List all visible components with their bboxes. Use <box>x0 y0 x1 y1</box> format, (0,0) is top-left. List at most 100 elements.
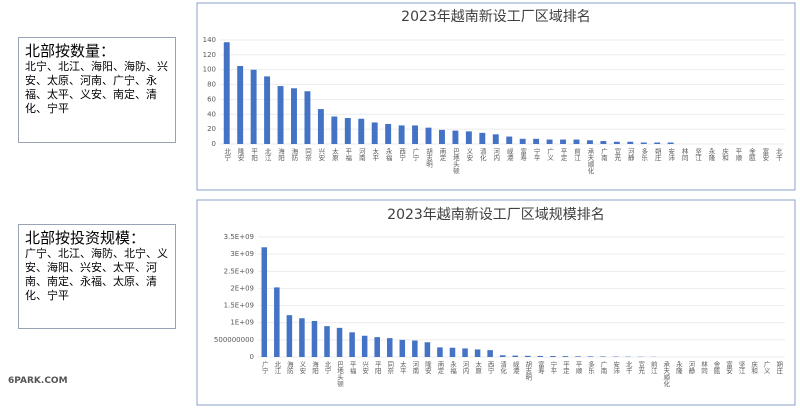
x-tick-label: 永福 <box>448 360 456 376</box>
bar <box>336 327 343 357</box>
bar <box>261 247 268 357</box>
bar <box>550 356 556 357</box>
bar <box>277 86 284 144</box>
x-tick-label: 义安 <box>298 361 306 376</box>
y-tick-label: 0 <box>250 353 254 361</box>
bar <box>324 326 330 357</box>
x-tick-label: 庆和 <box>720 147 728 163</box>
bar <box>492 134 499 144</box>
chart-title: 2023年越南新设工厂区域规模排名 <box>387 207 605 223</box>
y-tick-label: 500000000 <box>214 336 254 344</box>
y-tick-label: 0 <box>212 140 216 148</box>
x-tick-label: 河内 <box>461 361 469 376</box>
watermark: 6PARK.COM <box>8 376 68 386</box>
x-tick-label: 岘港 <box>511 360 519 376</box>
y-tick-label: 100 <box>203 66 216 74</box>
x-tick-label: 宁平 <box>532 147 540 163</box>
x-tick-label: 胡志明 <box>425 147 433 169</box>
x-tick-label: 兴安 <box>317 147 325 163</box>
x-tick-label: 海阳 <box>310 360 318 376</box>
x-tick-label: 巴地头顿 <box>451 148 459 176</box>
x-tick-label: 巴地头顿 <box>336 361 344 389</box>
x-tick-label: 北宁 <box>323 361 331 375</box>
x-tick-label: 朔庄 <box>653 147 661 163</box>
x-tick-label: 永隆 <box>707 147 715 163</box>
x-tick-label: 隆安 <box>236 147 244 163</box>
note-text: 北宁、北江、海阳、海防、兴安、太原、河南、广宁、永福、太平、义安、南定、清化、宁… <box>25 60 168 115</box>
x-tick-label: 平顺 <box>574 361 582 376</box>
x-tick-label: 岘港 <box>505 147 513 163</box>
bar <box>286 315 293 357</box>
note-text: 广宁、北江、海防、北宁、义安、海阳、兴安、太平、河南、南定、永福、太原、清化、宁… <box>25 247 168 302</box>
x-tick-label: 朔庄 <box>775 360 783 376</box>
bar <box>506 136 513 144</box>
y-tick-label: 3.5E+09 <box>224 233 254 241</box>
note-title: 北部按数量： <box>25 42 116 60</box>
bar <box>519 138 526 144</box>
bar <box>425 127 432 144</box>
x-tick-label: 安沛 <box>612 360 620 376</box>
bar <box>499 355 506 357</box>
bar <box>437 347 443 357</box>
x-tick-label: 清化 <box>478 147 486 163</box>
x-tick-label: 北江 <box>273 361 281 375</box>
bar <box>399 339 406 357</box>
y-tick-label: 2E+09 <box>230 284 254 292</box>
bar <box>560 139 566 144</box>
y-tick-label: 20 <box>207 125 216 133</box>
bar <box>586 140 593 144</box>
x-tick-label: 北江 <box>263 148 271 162</box>
bar <box>465 131 472 144</box>
x-tick-label: 北宁 <box>223 148 231 162</box>
x-tick-label: 平福 <box>344 148 352 163</box>
x-tick-label: 西宁 <box>486 361 494 375</box>
x-tick-label: 平顺 <box>734 148 742 163</box>
x-tick-label: 北干 <box>774 148 782 163</box>
x-tick-label: 平阳 <box>373 361 381 376</box>
x-tick-label: 宣光 <box>613 147 621 163</box>
bar <box>654 142 661 144</box>
x-tick-label: 河南 <box>411 361 419 375</box>
x-tick-label: 庆和 <box>750 360 758 376</box>
y-tick-label: 40 <box>207 110 216 118</box>
x-tick-label: 安沛 <box>667 147 675 163</box>
x-tick-label: 兴安 <box>361 360 369 376</box>
x-tick-label: 永福 <box>384 147 392 163</box>
x-tick-label: 平阳 <box>250 148 258 163</box>
bar <box>479 132 486 144</box>
bar <box>640 142 647 144</box>
y-tick-label: 1E+09 <box>230 319 254 327</box>
y-tick-label: 2.5E+09 <box>224 267 254 275</box>
bar <box>264 76 271 144</box>
x-tick-label: 河静 <box>626 148 634 162</box>
x-tick-label: 海阳 <box>277 147 285 163</box>
bar <box>371 122 378 144</box>
x-tick-label: 永隆 <box>674 360 682 376</box>
x-tick-label: 北干 <box>624 361 632 376</box>
bar <box>449 347 456 357</box>
bar <box>600 141 607 144</box>
bar <box>291 88 297 144</box>
y-tick-label: 60 <box>207 95 216 103</box>
bar <box>317 109 324 144</box>
bar <box>575 356 581 357</box>
x-tick-label: 承天顺化 <box>662 360 670 389</box>
bar <box>274 287 280 357</box>
x-tick-label: 广南 <box>599 360 607 375</box>
bar <box>452 130 459 144</box>
x-tick-label: 坚江 <box>737 360 745 375</box>
bar <box>299 318 305 357</box>
x-tick-label: 广义 <box>762 360 770 374</box>
x-tick-label: 平福 <box>348 361 356 376</box>
chart-frame <box>196 2 796 191</box>
x-tick-label: 河南 <box>357 148 365 162</box>
bar <box>237 66 244 144</box>
bar <box>385 123 392 144</box>
x-tick-label: 前江 <box>572 147 580 162</box>
bar <box>424 342 431 357</box>
bar <box>361 335 368 357</box>
x-tick-label: 多乐 <box>640 147 648 162</box>
x-tick-label: 西宁 <box>398 148 406 162</box>
y-tick-label: 140 <box>203 36 216 44</box>
x-tick-label: 广宁 <box>260 360 268 375</box>
